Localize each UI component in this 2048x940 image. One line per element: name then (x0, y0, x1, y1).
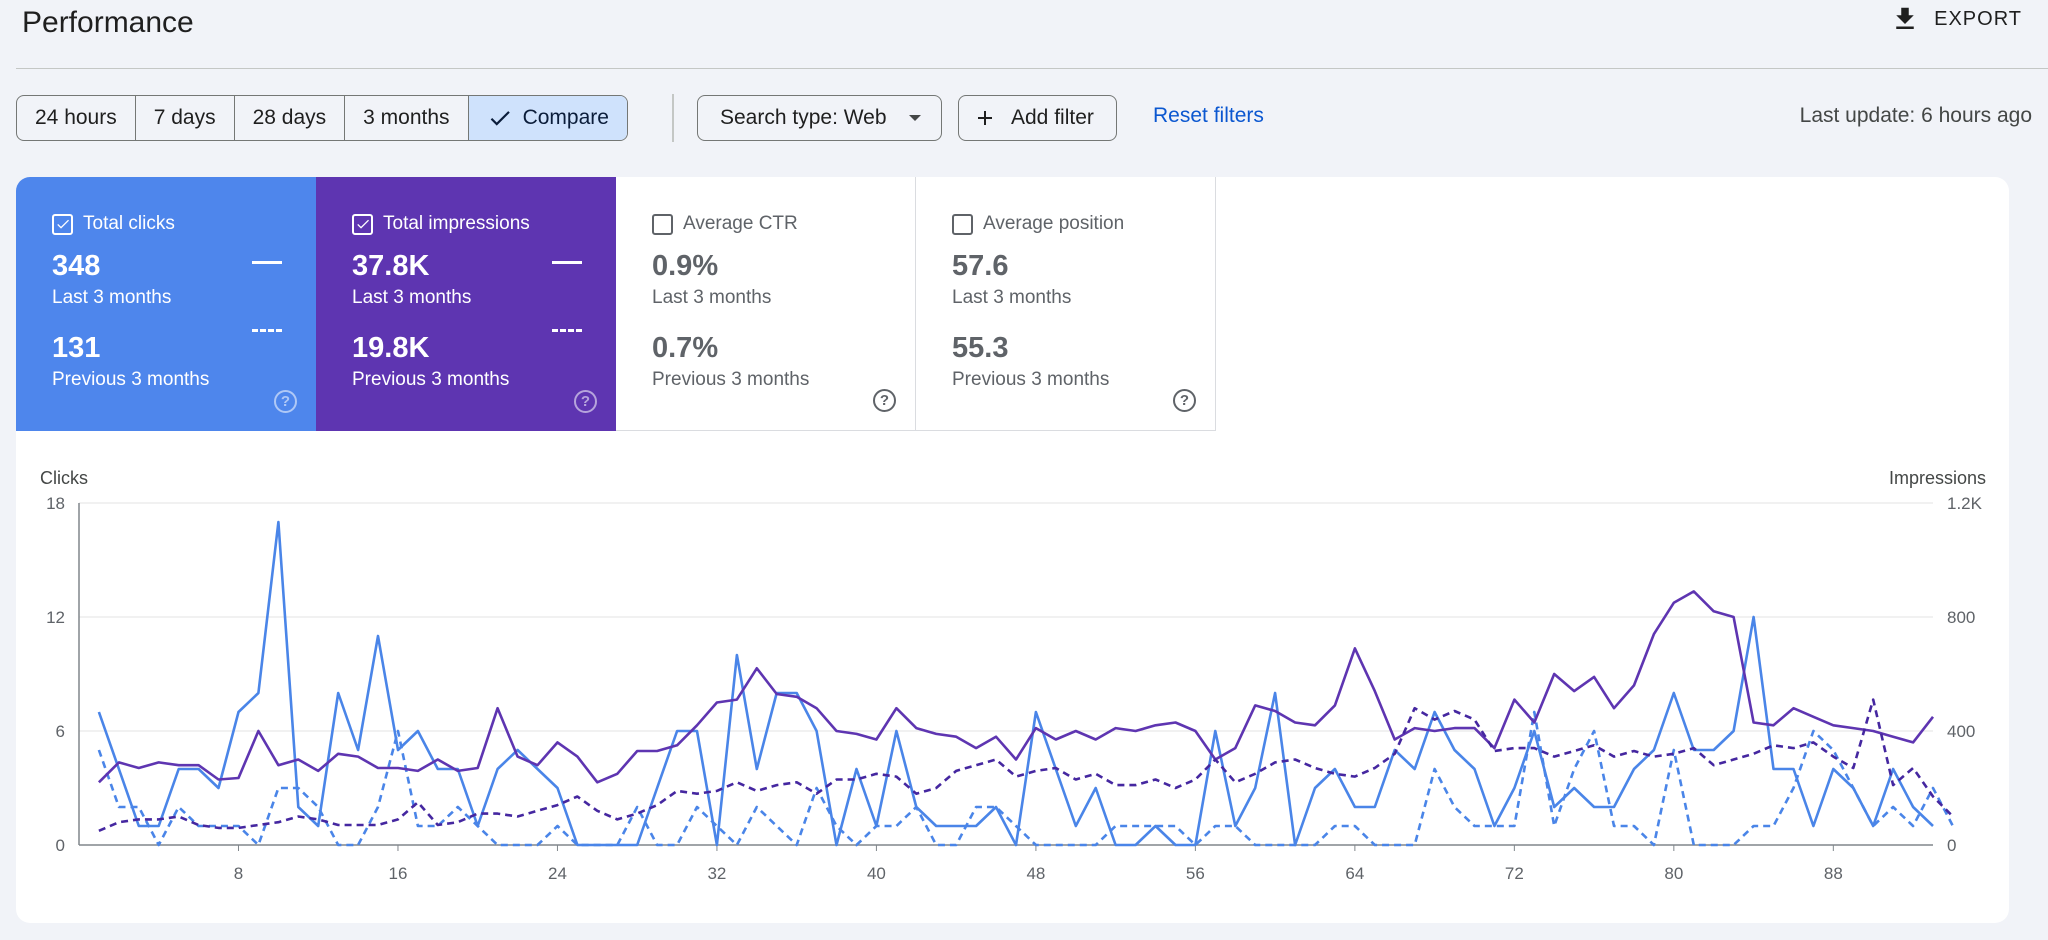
metric-tile-average-ctr[interactable]: Average CTR 0.9% Last 3 months 0.7% Prev… (616, 177, 916, 431)
last-update-text: Last update: 6 hours ago (1799, 104, 2032, 127)
help-icon[interactable]: ? (274, 390, 297, 413)
help-icon[interactable]: ? (873, 389, 896, 412)
reset-filters-link[interactable]: Reset filters (1153, 104, 1264, 127)
export-button[interactable]: EXPORT (1890, 4, 2022, 34)
y-left-axis-title: Clicks (40, 468, 88, 488)
metric-previous-label: Previous 3 months (652, 369, 810, 390)
metric-tile-total-clicks[interactable]: Total clicks 348 Last 3 months 131 Previ… (16, 177, 316, 431)
metric-previous-label: Previous 3 months (352, 369, 510, 390)
y-right-tick-label: 400 (1947, 722, 1975, 741)
header-divider (16, 68, 2048, 69)
checkbox-checked-icon[interactable] (52, 213, 73, 235)
export-label: EXPORT (1934, 7, 2022, 30)
x-tick-label: 88 (1824, 864, 1843, 883)
metric-current-label: Last 3 months (52, 287, 172, 308)
check-icon (490, 111, 510, 126)
solid-line-legend-icon (252, 261, 282, 264)
metric-label: Total impressions (383, 213, 530, 234)
y-left-tick-label: 0 (56, 836, 65, 855)
y-right-tick-label: 800 (1947, 608, 1975, 627)
metric-current-value: 0.9% (652, 250, 719, 282)
metric-current-value: 348 (52, 250, 101, 282)
add-filter-button[interactable]: Add filter (958, 95, 1117, 141)
add-filter-label: Add filter (1011, 106, 1094, 129)
metric-current-label: Last 3 months (952, 287, 1072, 308)
clicks-current-line (97, 520, 1934, 847)
date-range-28-days[interactable]: 28 days (235, 96, 346, 140)
metric-label: Average position (983, 213, 1125, 234)
clicks-previous-line (97, 710, 1955, 847)
dropdown-caret-icon (908, 115, 921, 121)
checkbox-unchecked-icon[interactable] (952, 213, 973, 235)
date-range-24-hours[interactable]: 24 hours (17, 96, 136, 140)
metric-label: Total clicks (83, 213, 175, 234)
metric-previous-label: Previous 3 months (952, 369, 1110, 390)
solid-line-legend-icon (552, 261, 582, 264)
x-tick-label: 40 (867, 864, 886, 883)
metric-tile-average-position[interactable]: Average position 57.6 Last 3 months 55.3… (916, 177, 1216, 431)
checkbox-unchecked-icon[interactable] (652, 213, 673, 235)
y-left-tick-label: 6 (56, 722, 65, 741)
dashed-line-legend-icon (252, 329, 282, 332)
chart-grid (78, 502, 1933, 846)
x-tick-label: 64 (1345, 864, 1364, 883)
search-type-label: Search type: Web (720, 106, 887, 129)
page-title: Performance (22, 6, 194, 39)
x-tick-label: 56 (1186, 864, 1205, 883)
metric-tile-total-impressions[interactable]: Total impressions 37.8K Last 3 months 19… (316, 177, 616, 431)
y-left-tick-label: 18 (46, 494, 65, 513)
metric-previous-value: 55.3 (952, 332, 1009, 364)
metric-previous-value: 0.7% (652, 332, 719, 364)
x-tick-label: 24 (548, 864, 567, 883)
checkbox-checked-icon[interactable] (352, 213, 373, 235)
date-range-group: 24 hours 7 days 28 days 3 months Compare (16, 95, 628, 141)
metric-current-label: Last 3 months (352, 287, 472, 308)
x-tick-label: 80 (1664, 864, 1683, 883)
x-tick-label: 32 (707, 864, 726, 883)
search-type-dropdown[interactable]: Search type: Web (697, 95, 942, 141)
y-right-tick-label: 1.2K (1947, 494, 1983, 513)
chart-ticks: 0 0 6 400 12 800 18 1.2K 8 16 24 32 40 48 56 64 72 80 88 (46, 494, 1983, 883)
impressions-current-line (97, 590, 1935, 784)
help-icon[interactable]: ? (574, 390, 597, 413)
download-icon (1896, 7, 1914, 29)
performance-chart: Clicks Impressions 0 0 6 400 12 800 18 1.2K 8 16 2… (40, 468, 1986, 883)
date-range-3-months[interactable]: 3 months (345, 96, 469, 140)
metric-previous-label: Previous 3 months (52, 369, 210, 390)
dashed-line-legend-icon (552, 329, 582, 332)
performance-card: Total clicks 348 Last 3 months 131 Previ… (16, 177, 2009, 923)
metric-current-value: 37.8K (352, 250, 430, 282)
y-left-tick-label: 12 (46, 608, 65, 627)
compare-label: Compare (522, 106, 609, 129)
impressions-previous-line (98, 698, 1954, 832)
help-icon[interactable]: ? (1173, 389, 1196, 412)
x-tick-label: 48 (1026, 864, 1045, 883)
date-range-7-days[interactable]: 7 days (136, 96, 235, 140)
metric-current-value: 57.6 (952, 250, 1009, 282)
metric-label: Average CTR (683, 213, 798, 234)
compare-button[interactable]: Compare (468, 96, 627, 140)
toolbar-divider (672, 94, 674, 142)
y-right-axis-title: Impressions (1889, 468, 1986, 488)
x-tick-label: 72 (1505, 864, 1524, 883)
metric-current-label: Last 3 months (652, 287, 772, 308)
x-tick-label: 8 (234, 864, 243, 883)
x-tick-label: 16 (389, 864, 408, 883)
chart-series (97, 520, 1955, 847)
metric-previous-value: 131 (52, 332, 101, 364)
y-right-tick-label: 0 (1947, 836, 1956, 855)
metric-previous-value: 19.8K (352, 332, 430, 364)
plus-icon (978, 111, 992, 125)
